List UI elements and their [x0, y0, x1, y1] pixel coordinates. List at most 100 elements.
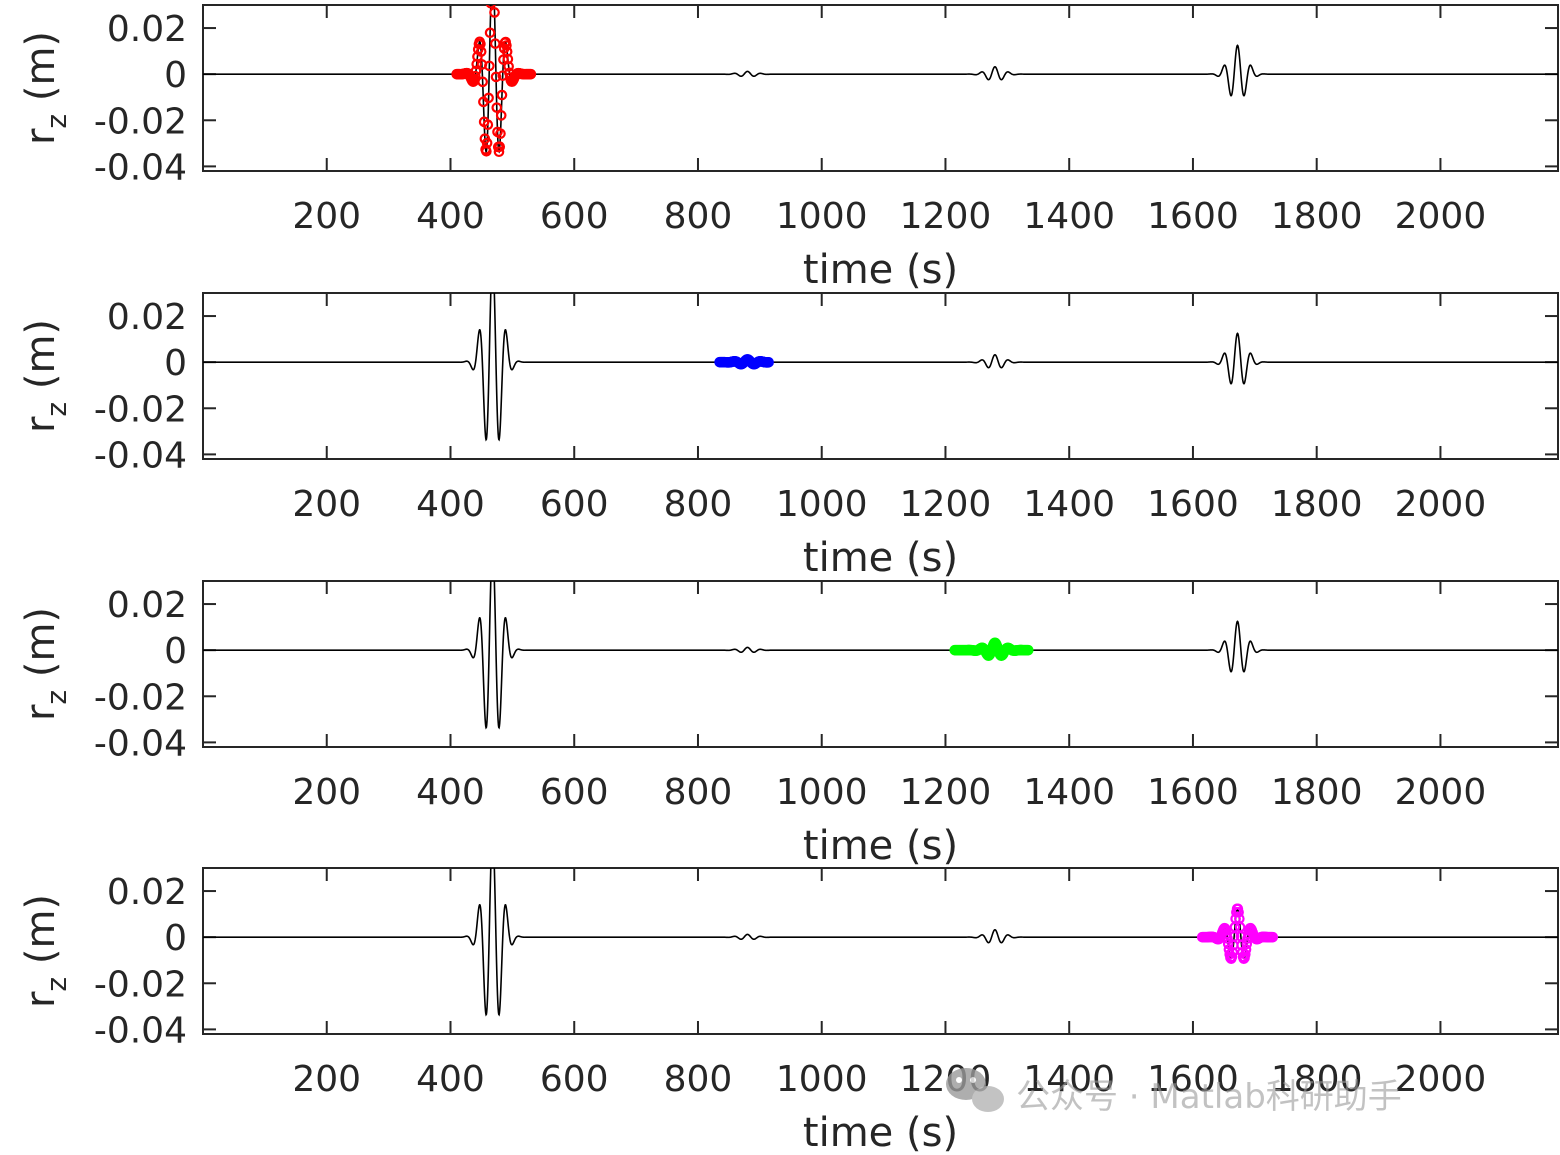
scatter-point — [482, 119, 494, 130]
scatter-point — [1226, 951, 1238, 963]
scatter-point — [1240, 944, 1252, 955]
axes-box — [202, 292, 1559, 460]
y-tick-label: 0 — [164, 918, 187, 959]
y-tick-label: 0.02 — [107, 872, 187, 913]
scatter-point — [495, 110, 507, 121]
x-tick-label: 600 — [540, 484, 609, 525]
x-tick-label: 200 — [292, 1059, 361, 1100]
y-tick-label: -0.02 — [94, 389, 187, 430]
x-axis-label: time (s) — [803, 1110, 958, 1155]
x-tick-label: 400 — [416, 772, 485, 813]
scatter-point — [485, 5, 496, 9]
watermark-text: 公众号 · Matlab科研助手 — [1016, 1077, 1402, 1117]
scatter-point — [491, 102, 503, 113]
scatter-point — [484, 27, 496, 39]
scatter-point — [1267, 931, 1279, 943]
x-tick-label: 400 — [416, 1059, 485, 1100]
y-axis-label-main: r — [18, 991, 64, 1008]
plot-area — [203, 293, 1558, 442]
y-tick-label: 0.02 — [107, 585, 187, 626]
watermark: 公众号 · Matlab科研助手 — [946, 1068, 1402, 1117]
scatter-point — [481, 137, 493, 149]
axes-box — [202, 580, 1559, 748]
scatter-point — [1233, 906, 1244, 918]
axes-box — [202, 867, 1559, 1035]
x-tick-label: 1400 — [1023, 484, 1115, 525]
x-tick-label: 1800 — [1271, 484, 1363, 525]
y-tick-label: 0 — [164, 55, 187, 96]
x-tick-label: 1000 — [776, 772, 868, 813]
waveform-line — [203, 581, 1558, 730]
x-tick-label: 600 — [540, 772, 609, 813]
y-axis-label-subscript: z — [40, 977, 73, 992]
scatter-point — [493, 146, 505, 158]
x-tick-label: 1800 — [1271, 196, 1363, 237]
y-axis-label-unit: (m) — [18, 894, 64, 977]
y-axis-label-unit: (m) — [18, 31, 64, 114]
y-axis-label-main: r — [18, 416, 64, 433]
x-tick-label: 1800 — [1271, 772, 1363, 813]
plot-area — [203, 5, 1558, 158]
y-tick-label: -0.02 — [94, 677, 187, 718]
x-tick-label: 2000 — [1395, 484, 1487, 525]
scatter-point — [483, 92, 494, 104]
scatter-point — [494, 141, 506, 152]
waveform-line — [203, 293, 1558, 442]
x-tick-label: 1000 — [776, 196, 868, 237]
subplot-1: 200 400 600 800 1000 1200 1400 1600 1800 2000 0.02… — [18, 4, 1559, 293]
x-tick-label: 1800 — [1271, 1059, 1363, 1100]
x-tick-label: 1400 — [1023, 196, 1115, 237]
x-tick-label: 800 — [664, 196, 733, 237]
y-axis-label: rz (m) — [18, 607, 73, 721]
subplot-4: 200 400 600 800 1000 1200 1400 1600 1800 20000.02… — [18, 867, 1559, 1155]
scatter-point — [503, 61, 514, 72]
scatter-point — [1222, 938, 1234, 950]
scatter-point — [489, 38, 501, 49]
x-tick-label: 1400 — [1023, 772, 1115, 813]
x-tick-label: 1000 — [776, 484, 868, 525]
x-axis-label: time (s) — [803, 823, 958, 869]
scatter-point — [470, 65, 482, 77]
plot-area — [203, 581, 1558, 730]
x-tick-label: 1600 — [1147, 772, 1239, 813]
x-tick-label: 2000 — [1395, 196, 1487, 237]
scatter-point — [525, 68, 537, 80]
x-tick-label: 400 — [416, 484, 485, 525]
x-axis-label: time (s) — [803, 535, 958, 581]
y-axis-label-unit: (m) — [18, 607, 64, 690]
scatter-point — [1227, 946, 1238, 958]
scatter-point — [496, 89, 508, 101]
x-tick-label: 200 — [292, 196, 361, 237]
scatter-point — [484, 60, 495, 72]
subplot-2: 200 400 600 800 1000 1200 1400 1600 1800 2000 0.02… — [18, 292, 1559, 581]
x-tick-label: 1200 — [900, 484, 992, 525]
scatter-point — [489, 7, 500, 18]
x-tick-label: 200 — [292, 772, 361, 813]
y-axis-label: rz (m) — [18, 31, 73, 145]
waveform-line — [203, 5, 1558, 154]
x-tick-label: 800 — [664, 484, 733, 525]
y-axis-label-subscript: z — [40, 114, 73, 129]
y-tick-label: 0 — [164, 343, 187, 384]
scatter-point — [1240, 949, 1251, 960]
x-tick-label: 1600 — [1147, 1059, 1239, 1100]
x-tick-label: 400 — [416, 196, 485, 237]
waveform-line — [203, 868, 1558, 1017]
scatter-point — [475, 46, 487, 57]
x-tick-label: 800 — [664, 772, 733, 813]
scatter-point — [763, 356, 774, 368]
y-axis-label-subscript: z — [40, 402, 73, 417]
wechat-icon — [946, 1068, 1004, 1112]
y-tick-label: 0.02 — [107, 9, 187, 50]
y-tick-label: -0.04 — [94, 1010, 187, 1051]
y-tick-label: -0.04 — [94, 435, 187, 476]
y-tick-label: -0.02 — [94, 101, 187, 142]
x-tick-label: 2000 — [1395, 772, 1487, 813]
x-tick-label: 800 — [664, 1059, 733, 1100]
y-axis-label-unit: (m) — [18, 319, 64, 402]
y-tick-label: 0.02 — [107, 297, 187, 338]
scatter-point — [469, 70, 481, 82]
x-tick-label: 1600 — [1147, 484, 1239, 525]
scatter-point — [1022, 644, 1034, 656]
